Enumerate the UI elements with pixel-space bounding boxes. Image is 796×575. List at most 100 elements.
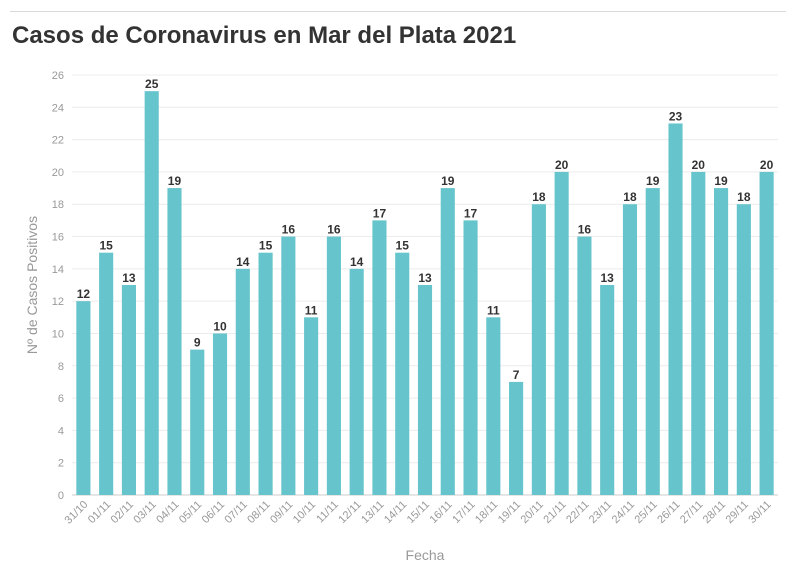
bar-value-label: 14 xyxy=(350,255,364,269)
bar xyxy=(759,171,774,495)
bar-value-label: 12 xyxy=(77,287,91,301)
bar xyxy=(645,188,660,496)
bar xyxy=(622,204,638,495)
bar xyxy=(417,285,433,495)
bar xyxy=(600,285,615,495)
bar-value-label: 9 xyxy=(194,336,201,350)
x-tick-label: 10/11 xyxy=(291,499,318,526)
x-tick-label: 03/11 xyxy=(131,499,158,526)
bar xyxy=(577,236,592,496)
y-tick-label: 8 xyxy=(58,361,64,373)
bar xyxy=(531,204,546,495)
x-tick-label: 24/11 xyxy=(610,499,637,526)
y-tick-label: 16 xyxy=(52,232,64,244)
bar-value-label: 23 xyxy=(669,109,683,123)
bar-value-label: 11 xyxy=(487,303,500,317)
x-tick-label: 02/11 xyxy=(109,499,136,526)
bar-value-label: 25 xyxy=(145,77,159,91)
bars xyxy=(76,91,774,496)
bar-value-label: 19 xyxy=(441,174,455,188)
bar-value-label: 20 xyxy=(555,158,569,172)
top-divider xyxy=(10,11,786,12)
bar-value-label: 19 xyxy=(168,174,182,188)
x-tick-label: 31/10 xyxy=(63,499,91,527)
x-tick-label: 23/11 xyxy=(587,499,614,526)
y-tick-label: 20 xyxy=(52,167,64,179)
x-tick-label: 20/11 xyxy=(519,499,546,526)
x-tick-label: 01/11 xyxy=(86,499,113,526)
bar-value-label: 7 xyxy=(513,368,520,382)
x-tick-label: 16/11 xyxy=(428,499,455,526)
bar-value-label: 16 xyxy=(578,223,592,237)
bar xyxy=(326,236,341,496)
bar-value-label: 17 xyxy=(373,206,387,220)
bar-value-label: 19 xyxy=(714,174,728,188)
y-tick-label: 14 xyxy=(52,264,64,276)
x-tick-label: 05/11 xyxy=(177,499,204,526)
x-tick-label: 30/11 xyxy=(746,499,773,526)
x-tick-label: 19/11 xyxy=(496,499,523,526)
gridlines xyxy=(72,74,778,496)
bar xyxy=(349,268,364,495)
x-tick-label: 13/11 xyxy=(359,499,386,526)
bar-value-label: 15 xyxy=(396,239,410,253)
x-tick-label: 29/11 xyxy=(724,499,751,526)
x-tick-label: 07/11 xyxy=(223,499,250,526)
y-tick-label: 6 xyxy=(58,393,64,405)
bar-value-label: 15 xyxy=(259,239,273,253)
x-tick-label: 12/11 xyxy=(336,499,363,526)
x-tick-label: 04/11 xyxy=(154,499,181,526)
y-tick-label: 26 xyxy=(52,70,64,82)
bar-value-label: 10 xyxy=(213,319,227,333)
y-tick-label: 0 xyxy=(58,490,64,502)
bar-value-label: 16 xyxy=(327,223,341,237)
x-tick-label: 25/11 xyxy=(632,499,659,526)
bar-value-label: 11 xyxy=(305,303,318,317)
bar-value-label: 18 xyxy=(623,190,637,204)
y-tick-label: 2 xyxy=(58,458,64,470)
bar-value-label: 18 xyxy=(532,190,546,204)
bar xyxy=(486,317,501,495)
x-tick-label: 22/11 xyxy=(564,499,591,526)
bar xyxy=(258,252,273,495)
x-tick-label: 09/11 xyxy=(268,499,295,526)
x-tick-label: 17/11 xyxy=(450,499,477,526)
bar xyxy=(395,252,410,495)
x-axis-ticks: 31/1001/1102/1103/1104/1105/1106/1107/11… xyxy=(63,499,774,527)
bar xyxy=(509,381,524,495)
y-tick-label: 18 xyxy=(52,199,64,211)
y-tick-label: 4 xyxy=(58,425,64,437)
y-axis-title: Nº de Casos Positivos xyxy=(24,216,40,354)
bar xyxy=(281,236,296,496)
x-tick-label: 18/11 xyxy=(473,499,500,526)
bar-value-label: 17 xyxy=(464,206,478,220)
bar-value-label: 20 xyxy=(760,158,774,172)
bar xyxy=(212,333,228,495)
bar-value-labels: 12 15 13 25 19 9 10 14 15 16 11 16 14 17 15 13 19 17 11 7 18… xyxy=(77,77,774,382)
x-tick-label: 26/11 xyxy=(655,499,682,526)
bar xyxy=(554,171,569,495)
bar xyxy=(668,123,683,495)
bar-value-label: 15 xyxy=(99,239,113,253)
bar xyxy=(714,188,729,496)
bar xyxy=(691,171,706,495)
bar-value-label: 16 xyxy=(282,223,296,237)
bar xyxy=(190,349,205,495)
y-tick-label: 12 xyxy=(52,296,64,308)
bar xyxy=(167,188,182,496)
bar-value-label: 20 xyxy=(692,158,706,172)
bar xyxy=(463,220,478,495)
bar xyxy=(736,204,751,495)
x-tick-label: 08/11 xyxy=(245,499,272,526)
x-tick-label: 14/11 xyxy=(382,499,409,526)
chart-title: Casos de Coronavirus en Mar del Plata 20… xyxy=(12,22,517,49)
y-tick-label: 24 xyxy=(52,102,64,114)
bar xyxy=(372,220,387,495)
bar-value-label: 13 xyxy=(601,271,615,285)
x-tick-label: 15/11 xyxy=(405,499,432,526)
bar-value-label: 13 xyxy=(418,271,432,285)
bar xyxy=(76,301,91,495)
bar xyxy=(235,268,250,495)
